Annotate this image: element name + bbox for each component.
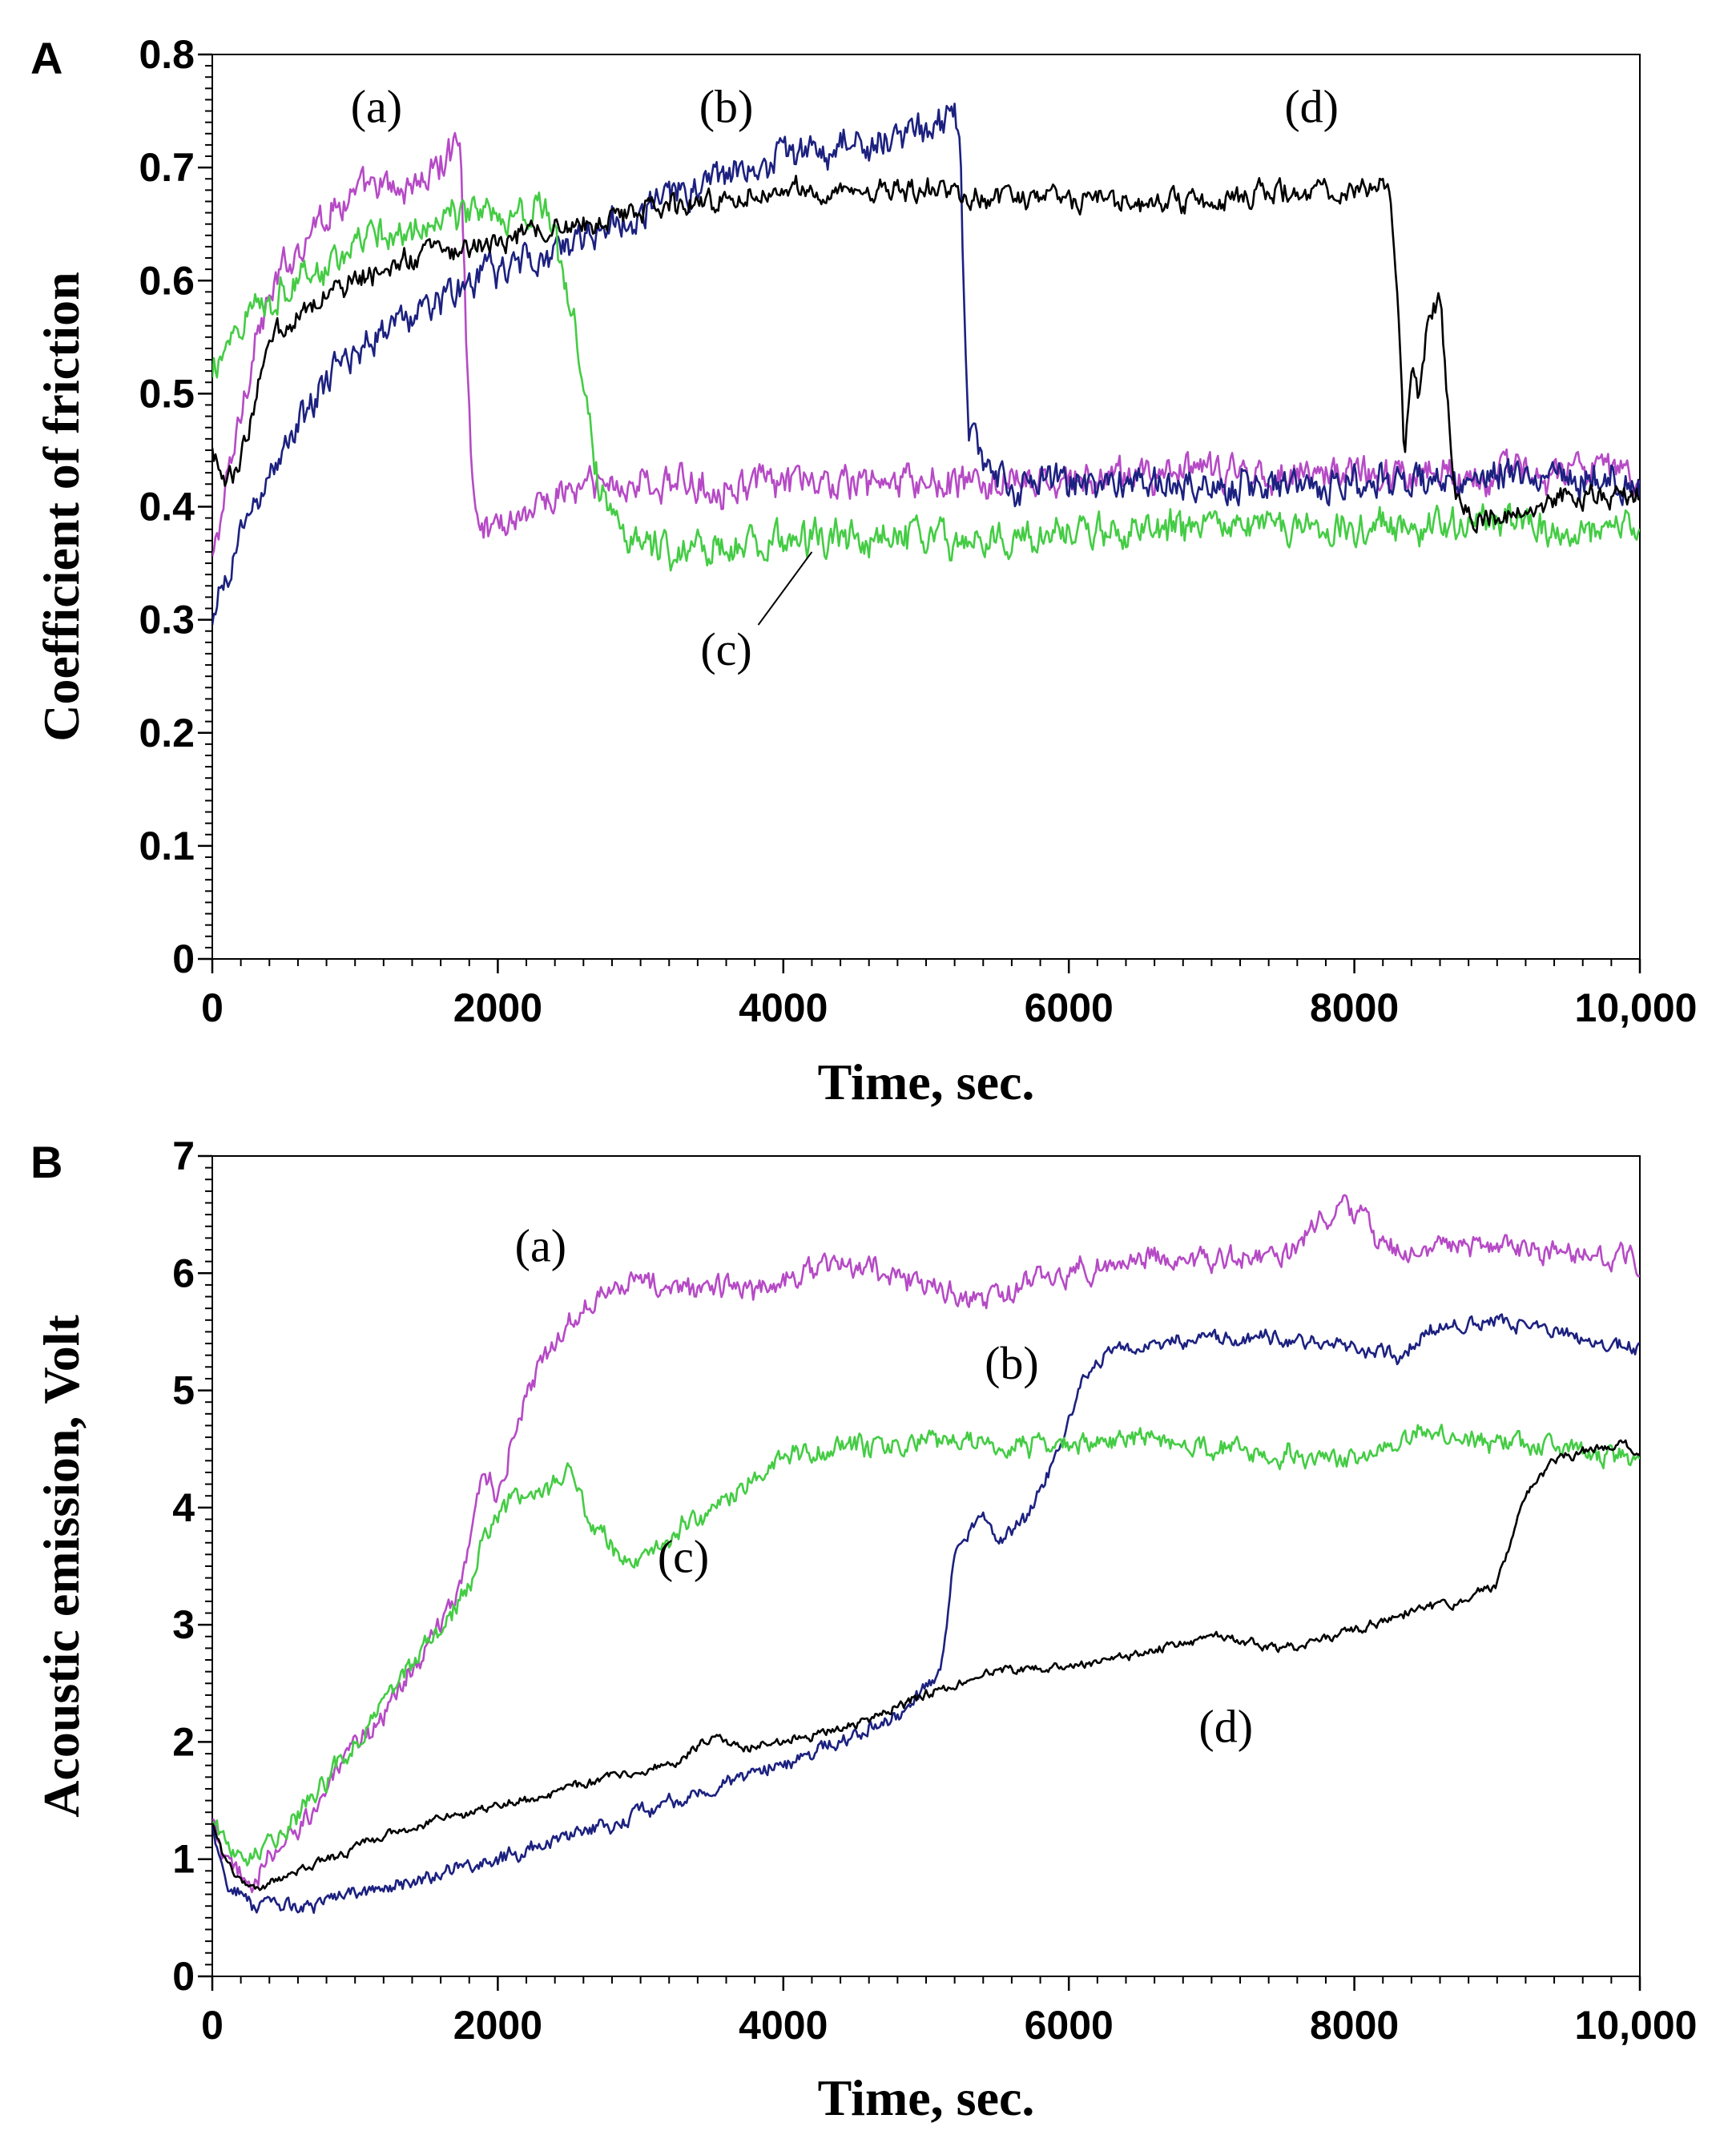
y-tick-label: 5 [172,1368,195,1413]
y-axis-title: Coefficient of friction [33,272,90,741]
x-tick-label: 0 [201,2003,224,2048]
series-label: (a) [515,1220,566,1272]
series-line-3 [212,1424,1640,1867]
chart-panel-b: B 0 1 2 3 4 5 6 7 0 2000 4000 6000 8000 10,000 Time, se… [30,1134,1697,2126]
x-tick-label: 8000 [1310,2003,1399,2048]
panel-letter: A [30,33,62,83]
x-axis-title: Time, sec. [818,2069,1035,2126]
series-line-4 [212,175,1640,534]
y-axis-title: Acoustic emission, Volt [33,1315,90,1818]
y-tick-label: 0.2 [139,711,195,755]
x-tick-label: 2000 [453,2003,542,2048]
y-tick-label: 0.4 [139,485,195,530]
y-tick-label: 0.7 [139,145,195,190]
y-tick-label: 3 [172,1602,195,1647]
y-tick-label: 1 [172,1837,195,1882]
y-tick-label: 0 [172,1954,195,1999]
x-tick-label: 10,000 [1575,2003,1698,2048]
y-tick-label: 4 [172,1485,195,1530]
series-line-1 [212,1194,1640,1894]
y-tick-label: 7 [172,1134,195,1178]
series-label: (a) [351,81,402,133]
series-label: (d) [1198,1700,1253,1752]
y-tick-label: 0 [172,937,195,981]
x-axis-title: Time, sec. [818,1053,1035,1110]
series-label: (b) [985,1337,1039,1389]
y-tick-label: 0.1 [139,824,195,868]
series-label: (b) [699,81,754,133]
x-tick-label: 10,000 [1575,985,1698,1030]
series-line-3 [212,191,1640,572]
y-tick-label: 2 [172,1719,195,1764]
x-tick-label: 4000 [739,2003,828,2048]
x-tick-label: 2000 [453,985,542,1030]
x-tick-label: 6000 [1025,2003,1114,2048]
chart-panel-a: A 0 0.1 0.2 0.3 0.4 0.5 0.6 0.7 0.8 0 2000 4000 6000 8… [30,32,1697,1110]
series-line-1 [212,131,1640,557]
y-tick-label: 0.8 [139,32,195,77]
series-line-2 [212,1313,1640,1914]
series-label: (c) [700,623,751,675]
series-label: (c) [658,1530,709,1582]
x-tick-label: 4000 [739,985,828,1030]
y-tick-label: 0.5 [139,371,195,416]
series-leader-line [757,551,813,626]
y-tick-label: 6 [172,1251,195,1295]
x-tick-label: 8000 [1310,985,1399,1030]
series-line-4 [212,1439,1640,1891]
series-label: (d) [1284,81,1339,133]
series-line-2 [212,103,1640,626]
x-tick-label: 6000 [1025,985,1114,1030]
y-tick-label: 0.6 [139,258,195,303]
x-tick-label: 0 [201,985,224,1030]
panel-letter: B [30,1137,62,1187]
y-tick-label: 0.3 [139,598,195,642]
